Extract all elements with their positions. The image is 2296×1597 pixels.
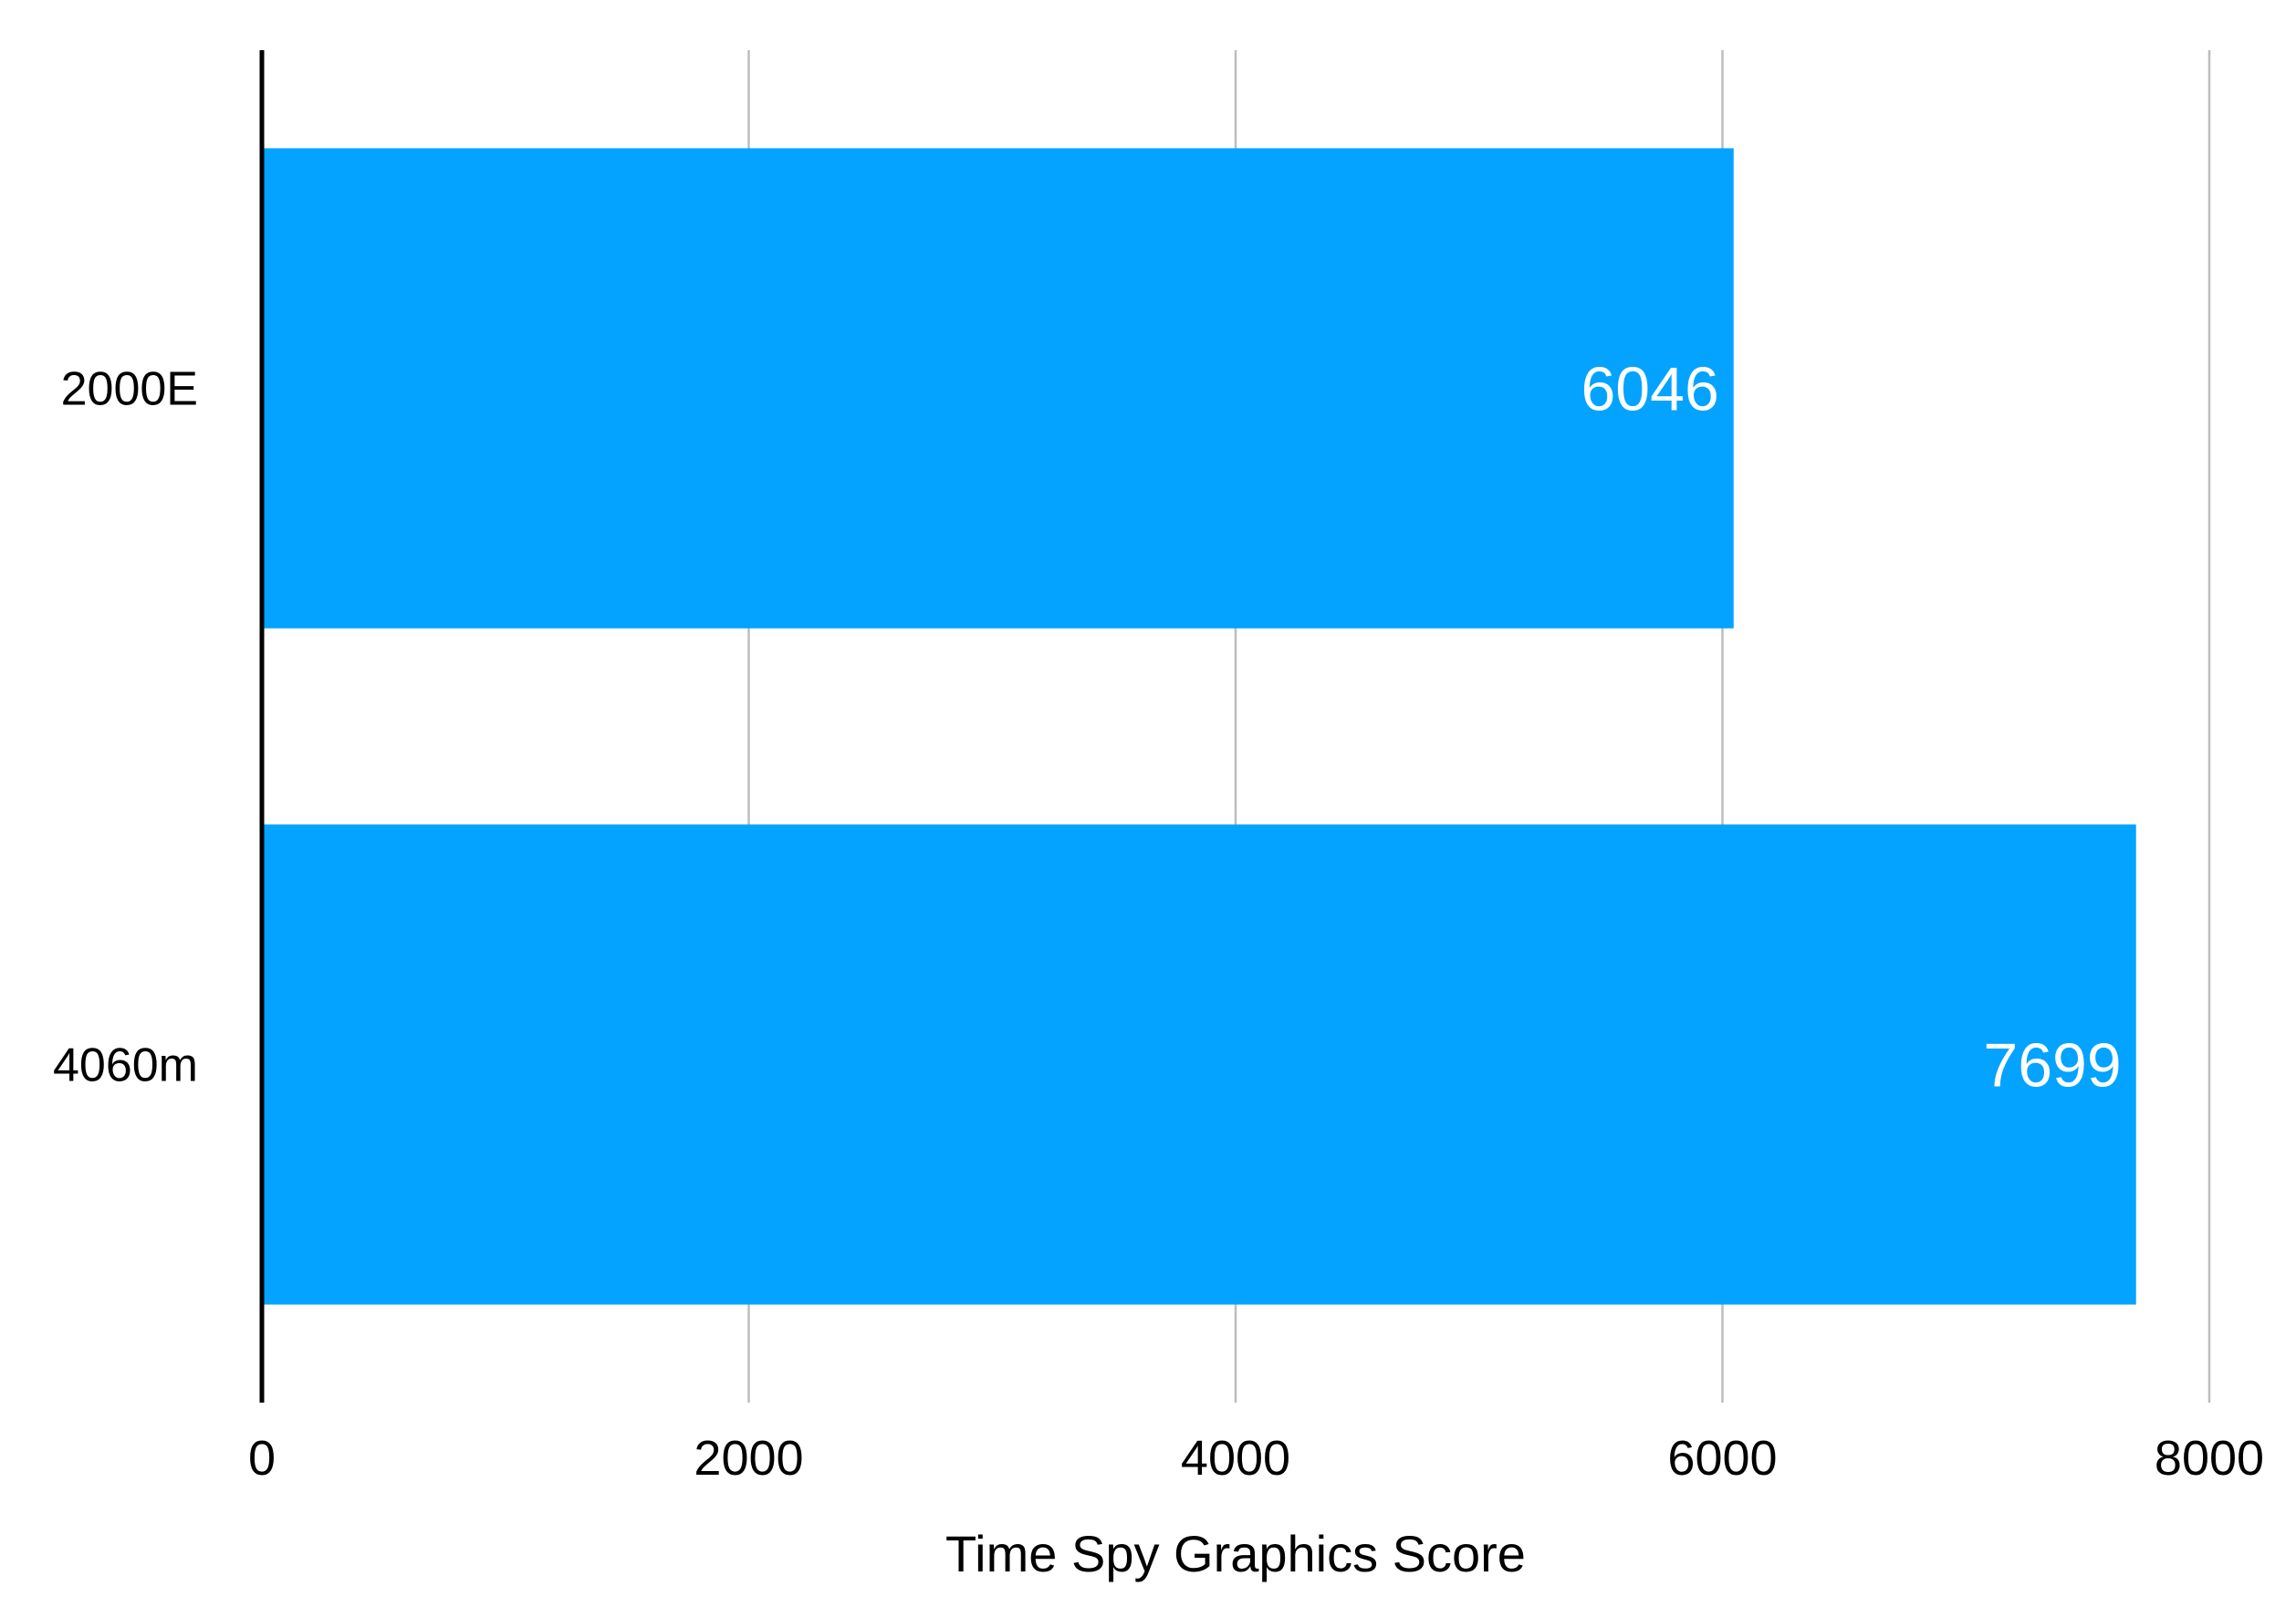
x-tick-label: 0 (248, 1431, 276, 1486)
bar (262, 824, 2136, 1305)
bar-value-label: 6046 (1581, 355, 1718, 424)
x-tick-labels: 0 2000 4000 6000 8000 (248, 1431, 2264, 1486)
x-axis-title: Time Spy Graphics Score (945, 1525, 1526, 1582)
category-labels: 2000E 4060m (53, 363, 198, 1092)
x-tick-label: 2000 (694, 1431, 803, 1486)
bar (262, 148, 1734, 629)
x-tick-label: 4000 (1181, 1431, 1290, 1486)
x-tick-label: 6000 (1667, 1431, 1777, 1486)
category-label: 4060m (53, 1039, 198, 1092)
value-labels: 6046 7699 (1581, 355, 2121, 1101)
category-label: 2000E (61, 363, 198, 416)
bar-value-label: 7699 (1983, 1031, 2121, 1101)
bars (262, 148, 2136, 1305)
x-tick-label: 8000 (2155, 1431, 2264, 1486)
